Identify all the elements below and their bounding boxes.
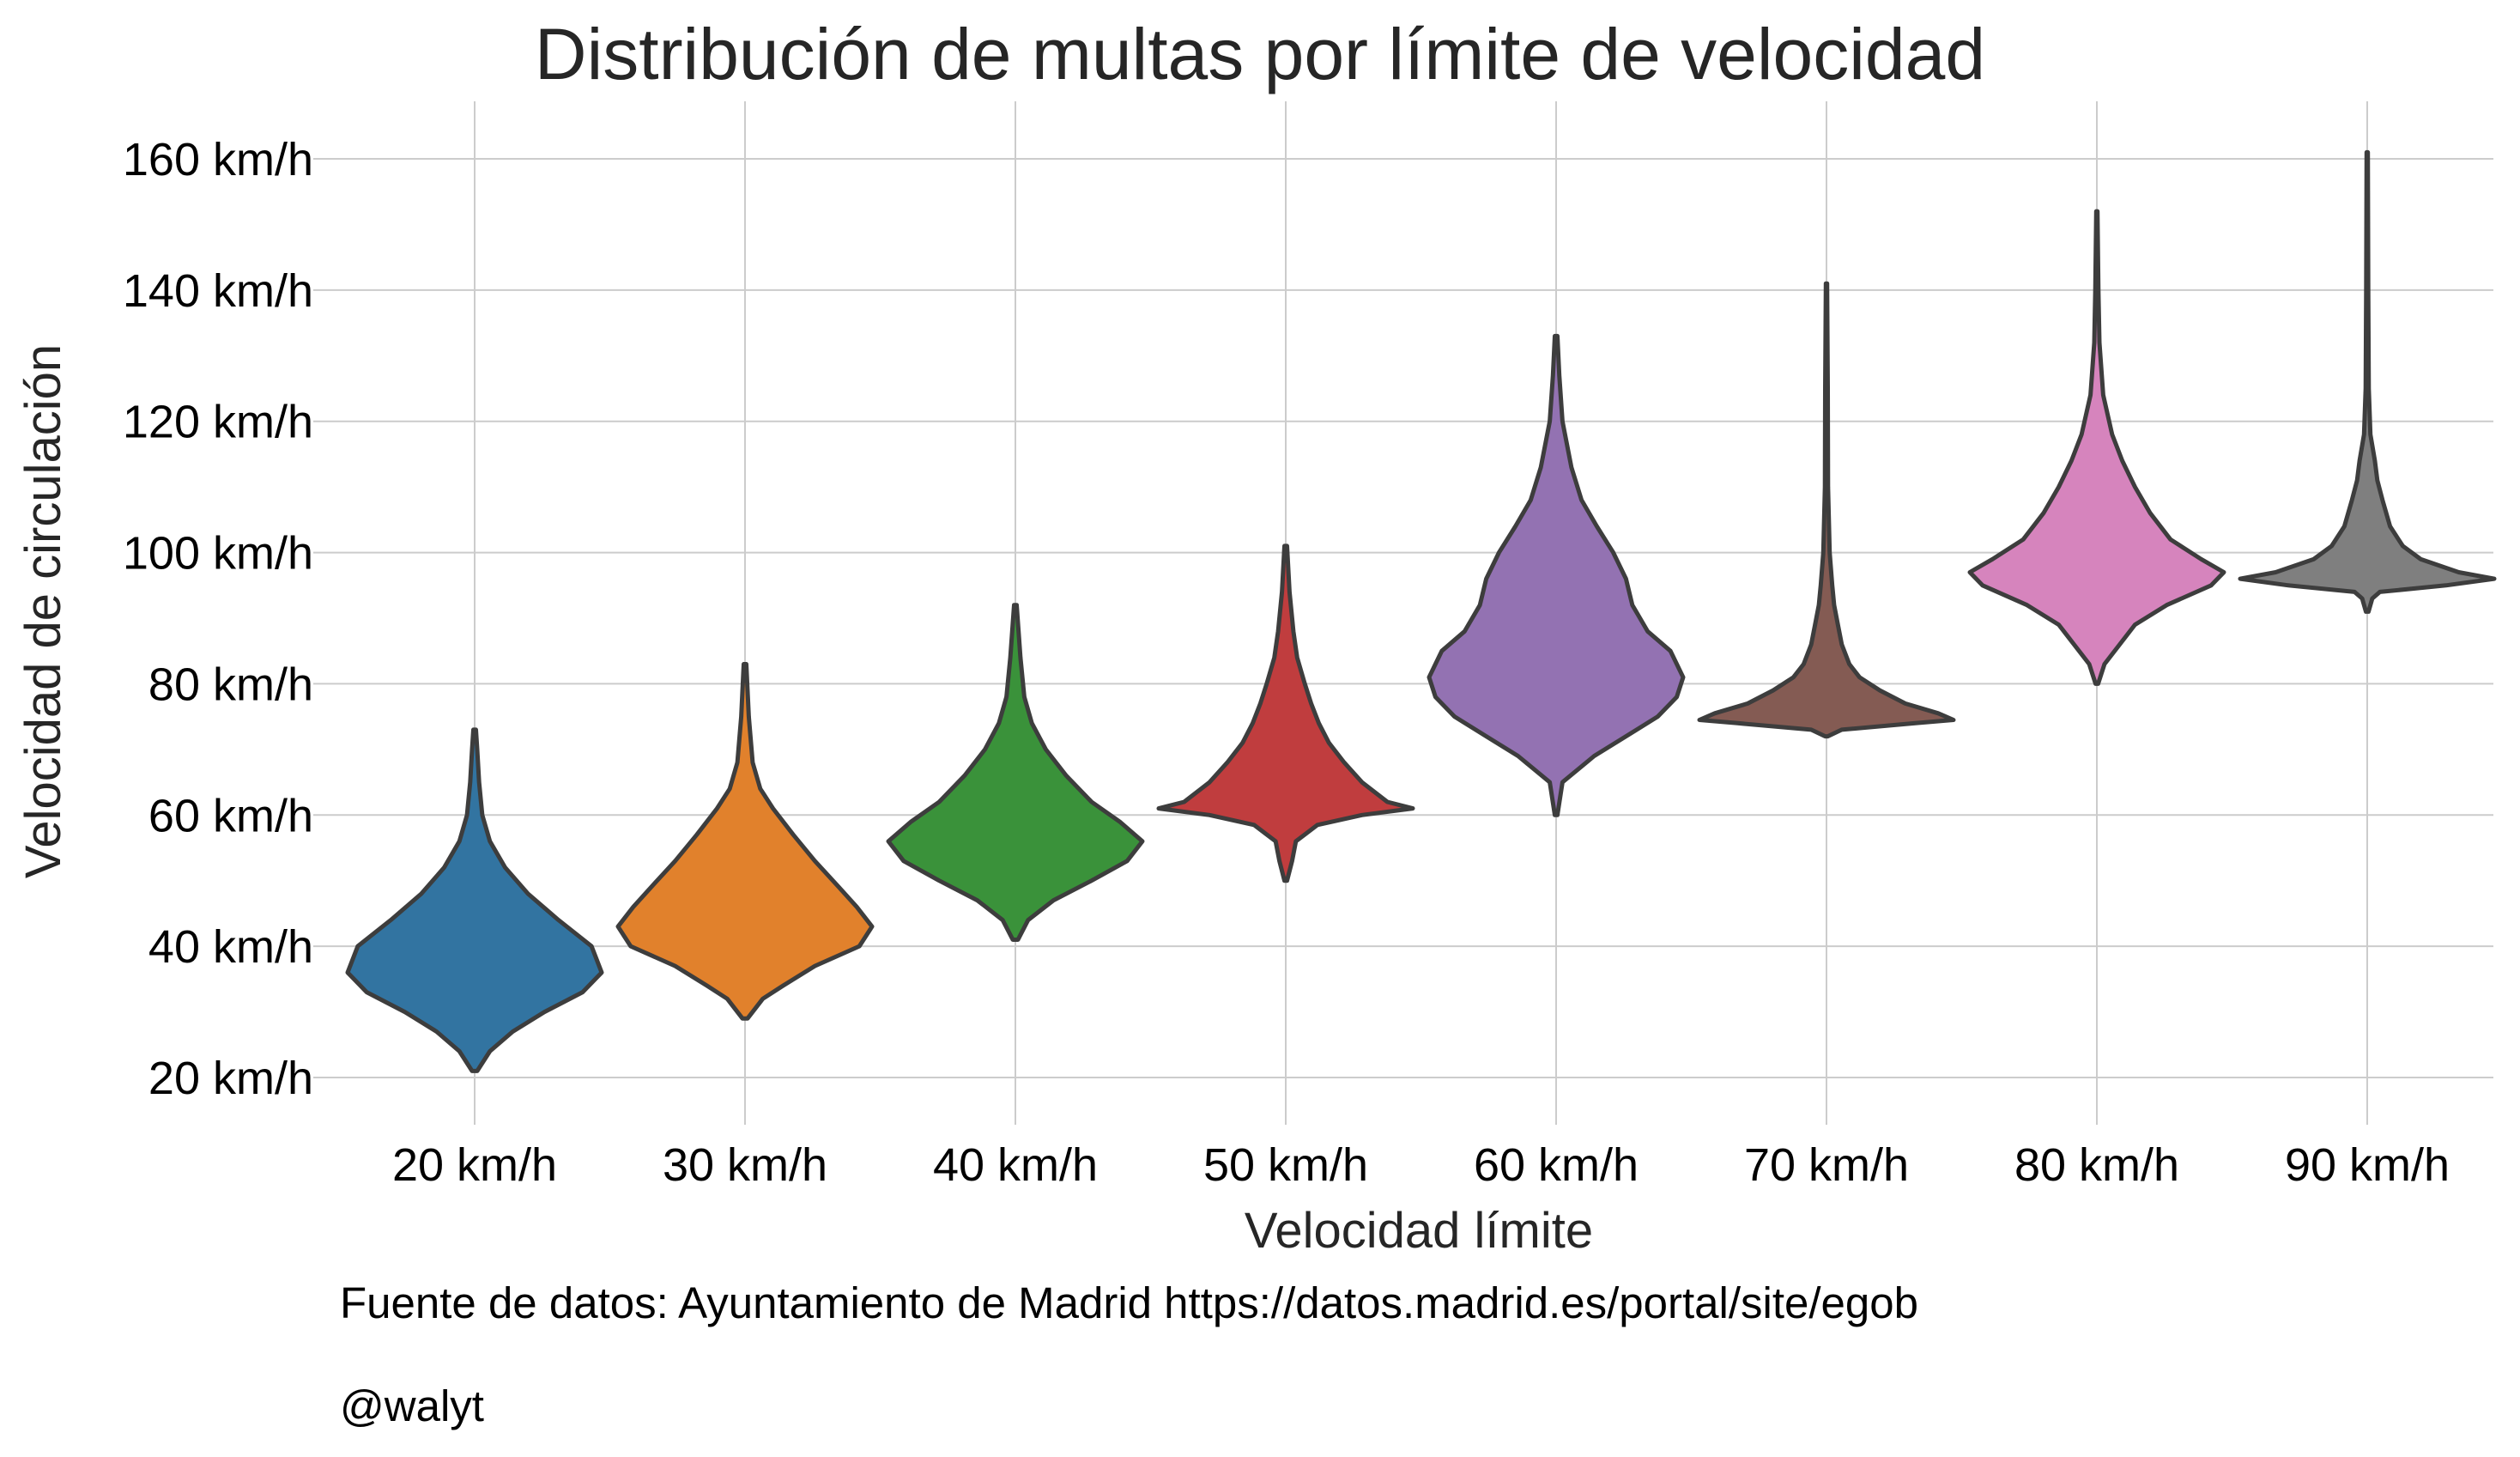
y-tick-labels: 20 km/h 40 km/h 60 km/h 80 km/h 100 km/h 120 … — [123, 134, 313, 1104]
violin-40kmh — [886, 603, 1145, 942]
data-source-note: Fuente de datos: Ayuntamiento de Madrid … — [340, 1278, 1919, 1327]
y-tick-label: 40 km/h — [148, 921, 313, 973]
x-tick-label: 20 km/h — [392, 1139, 557, 1191]
x-tick-labels: 20 km/h 30 km/h 40 km/h 50 km/h 60 km/h 70 km… — [392, 1139, 2450, 1191]
violin-90kmh — [2238, 149, 2497, 614]
author-credit: @walyt — [340, 1381, 484, 1430]
y-tick-label: 20 km/h — [148, 1053, 313, 1104]
violin-60kmh — [1427, 333, 1686, 817]
y-tick-label: 60 km/h — [148, 790, 313, 841]
x-tick-label: 40 km/h — [933, 1139, 1098, 1191]
y-tick-label: 160 km/h — [123, 134, 313, 185]
x-tick-label: 70 km/h — [1744, 1139, 1909, 1191]
violin-20kmh — [345, 727, 604, 1073]
x-tick-label: 80 km/h — [2014, 1139, 2179, 1191]
grid-lines — [313, 101, 2493, 1125]
violin-50kmh — [1156, 543, 1415, 883]
y-axis-label: Velocidad de circulación — [15, 344, 71, 878]
violin-80kmh — [1967, 209, 2226, 686]
x-axis-label: Velocidad límite — [1245, 1203, 1593, 1259]
y-tick-label: 140 km/h — [123, 265, 313, 317]
violin-30kmh — [615, 662, 875, 1021]
chart-title: Distribución de multas por límite de vel… — [535, 14, 1985, 94]
y-tick-label: 100 km/h — [123, 528, 313, 580]
x-tick-label: 50 km/h — [1203, 1139, 1368, 1191]
violins — [345, 149, 2497, 1073]
y-tick-label: 120 km/h — [123, 397, 313, 448]
x-tick-label: 30 km/h — [663, 1139, 827, 1191]
x-tick-label: 90 km/h — [2285, 1139, 2450, 1191]
x-tick-label: 60 km/h — [1474, 1139, 1639, 1191]
violin-70kmh — [1697, 281, 1956, 739]
y-tick-label: 80 km/h — [148, 659, 313, 710]
